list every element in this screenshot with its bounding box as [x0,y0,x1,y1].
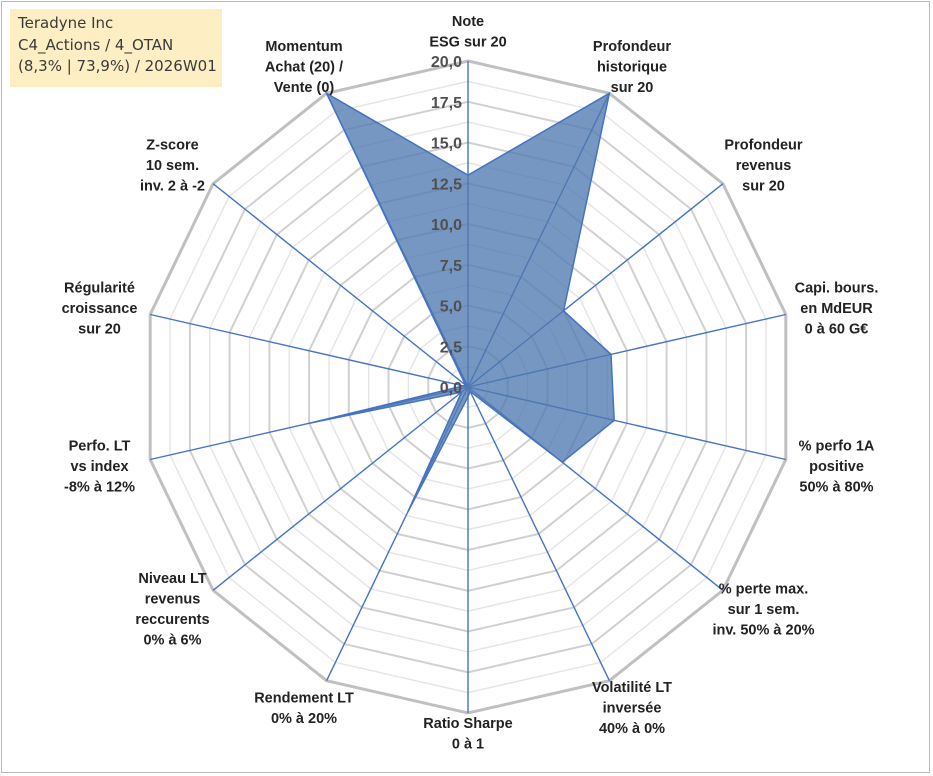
axis-label: Niveau LT revenus reccurents 0% à 6% [135,571,209,649]
axis-label: Volatilité LT inversée 40% à 0% [592,680,672,737]
axis-spoke [212,386,469,591]
axis-label-line: Ratio Sharpe [423,716,512,732]
axis-label-line: croissance [62,301,138,317]
axis-label-line: Régularité [64,280,135,296]
stats-label: (8,3% | 73,9%) / 2026W01 [18,57,217,75]
axis-label-line: positive [809,459,864,475]
radar-axis-labels: Note ESG sur 20 Profondeur historique sur 20… [62,14,879,753]
tick-label: 0,0 [440,380,462,397]
axis-label-line: reccurents [135,612,209,628]
axis-label-line: Rendement LT [254,691,354,707]
info-box: Teradyne Inc C4_Actions / 4_OTAN (8,3% |… [10,9,222,87]
company-name: Teradyne Inc [18,14,114,32]
axis-label: Rendement LT 0% à 20% [254,691,354,728]
axis-label-line: revenus [736,158,792,174]
axis-label: % perte max. sur 1 sem. inv. 50% à 20% [712,582,814,639]
axis-label-line: sur 20 [78,321,121,337]
axis-label: Momentum Achat (20) / Vente (0) [265,39,343,96]
axis-label-line: vs index [70,459,128,475]
axis-label-line: 0% à 20% [271,711,337,727]
category-label: C4_Actions / 4_OTAN [18,35,174,54]
axis-label-line: Z-score [146,138,198,154]
axis-label: Capi. bours. en MdEUR 0 à 60 G€ [795,280,879,337]
axis-label-line: 40% à 0% [599,721,665,737]
axis-label: Z-score 10 sem. inv. 2 à -2 [140,138,205,195]
tick-label: 5,0 [440,299,462,316]
axis-label-line: historique [597,59,667,75]
tick-label: 2,5 [440,339,462,356]
axis-label-line: Profondeur [724,138,802,154]
axis-label-line: Perfo. LT [69,439,131,455]
axis-label-line: -8% à 12% [64,480,135,496]
axis-label: Régularité croissance sur 20 [62,280,138,337]
axis-spoke [467,386,611,682]
axis-label-line: sur 1 sem. [728,602,800,618]
tick-label: 15,0 [431,136,462,153]
axis-label: % perfo 1A positive 50% à 80% [799,439,875,496]
tick-label: 12,5 [431,176,462,193]
axis-label: Note ESG sur 20 [429,14,506,51]
axis-label-line: % perte max. [719,582,808,598]
axis-label-line: 0% à 6% [143,633,201,649]
axis-label-line: sur 20 [611,80,654,96]
axis-label-line: Note [452,14,484,30]
axis-label-line: % perfo 1A [799,439,875,455]
axis-label-line: Profondeur [593,39,671,55]
axis-label-line: Niveau LT [138,571,206,587]
axis-label-line: inversée [603,701,662,717]
axis-label-line: en MdEUR [800,301,873,317]
axis-label-line: revenus [145,592,201,608]
tick-label: 10,0 [431,217,462,234]
radar-tick-labels: 0,0 2,5 5,0 7,5 10,0 12,5 15,0 17,5 20,0 [431,54,462,397]
tick-label: 17,5 [431,95,462,112]
axis-spoke [212,183,469,388]
axis-label-line: ESG sur 20 [429,34,506,50]
tick-label: 7,5 [440,258,462,275]
axis-label-line: 0 à 1 [452,736,484,752]
axis-label-line: 10 sem. [146,158,199,174]
radar-series [308,91,615,513]
axis-label-line: Capi. bours. [795,280,879,296]
axis-label: Perfo. LT vs index -8% à 12% [64,439,135,496]
axis-label-line: inv. 2 à -2 [140,179,205,195]
tick-label: 20,0 [431,54,462,71]
axis-label-line: 50% à 80% [799,480,873,496]
axis-label-line: Momentum [265,39,342,55]
axis-label-line: Achat (20) / [265,59,343,75]
axis-label: Profondeur revenus sur 20 [724,138,802,195]
axis-label-line: Vente (0) [274,80,335,96]
axis-label: Profondeur historique sur 20 [593,39,671,96]
axis-label-line: Volatilité LT [592,680,672,696]
axis-spoke [150,313,469,388]
axis-label-line: sur 20 [742,179,785,195]
axis-label: Ratio Sharpe 0 à 1 [423,716,512,753]
axis-label-line: 0 à 60 G€ [805,321,869,337]
axis-label-line: inv. 50% à 20% [712,623,814,639]
